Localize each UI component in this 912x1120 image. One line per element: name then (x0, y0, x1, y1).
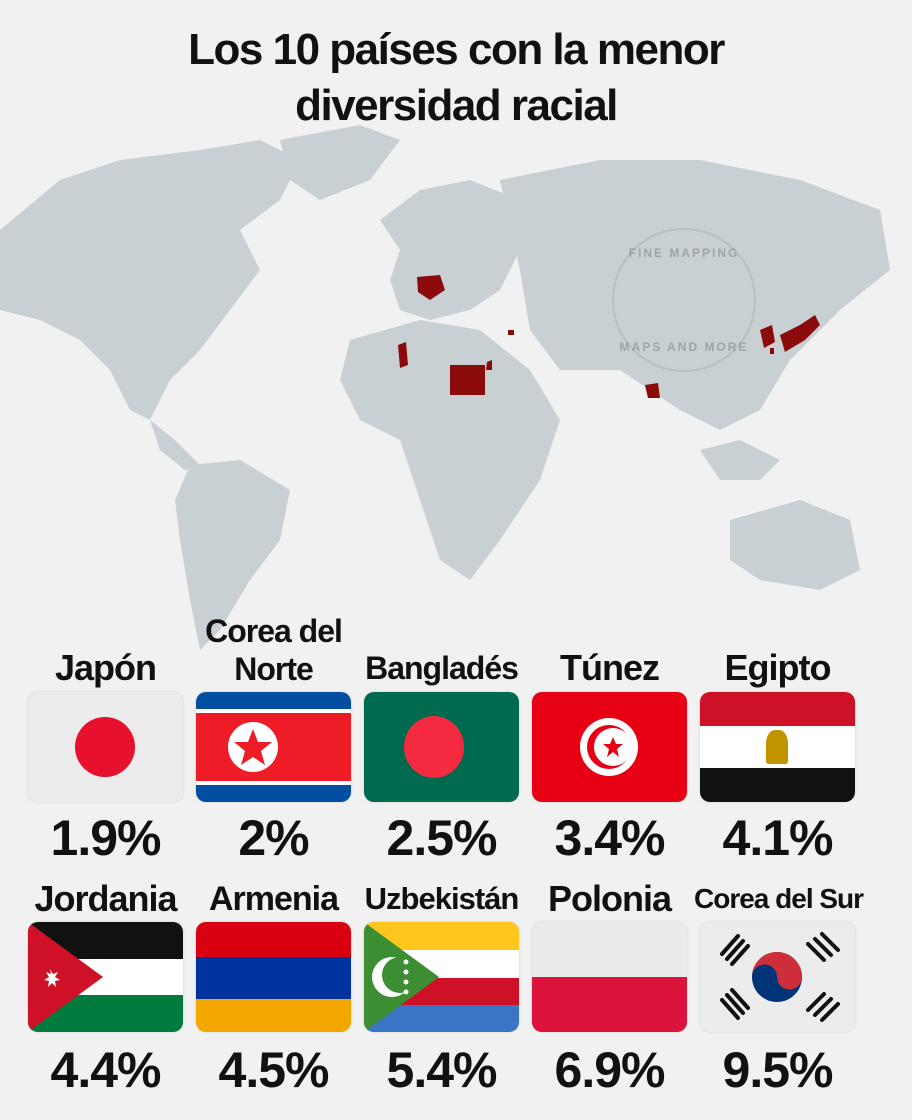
country-name: Bangladés (365, 650, 519, 686)
country-name: Uzbekistán (364, 881, 520, 916)
country-name: Jordania (34, 878, 177, 919)
bangladesh-flag-icon (364, 692, 519, 802)
percentage-value: 4.1% (722, 810, 834, 866)
tunisia-flag-icon (532, 692, 687, 802)
country-card-armenia: Armenia 4.5% (190, 878, 357, 1098)
country-card-uzbekistan: Uzbekistán 5.4% (358, 878, 525, 1098)
poland-flag-icon (532, 922, 687, 1032)
country-name: Corea del Sur (694, 883, 864, 914)
country-row-1: Japón 1.9% Corea del Norte 2% Bangladés … (22, 612, 892, 866)
country-card-jordan: Jordania 4.4% (22, 878, 189, 1098)
percentage-value: 3.4% (554, 810, 666, 866)
percentage-value: 9.5% (722, 1042, 834, 1098)
country-card-poland: Polonia 6.9% (526, 878, 693, 1098)
percentage-value: 5.4% (386, 1042, 498, 1098)
page-title: Los 10 países con la menor diversidad ra… (0, 22, 912, 134)
percentage-value: 2% (238, 810, 309, 866)
country-card-japan: Japón 1.9% (22, 612, 189, 866)
country-card-tunisia: Túnez 3.4% (526, 612, 693, 866)
country-row-2: Jordania 4.4% Armenia 4.5% Uzbekistán 5.… (22, 878, 892, 1098)
comoros-flag-icon (364, 922, 519, 1032)
fine-mapping-watermark: FINE MAPPING MAPS AND MORE (612, 228, 756, 372)
world-map (0, 125, 890, 650)
title-line-2: diversidad racial (295, 81, 618, 130)
percentage-value: 1.9% (50, 810, 162, 866)
country-name: Corea del Norte (205, 613, 343, 687)
jordan-flag-icon (28, 922, 183, 1032)
percentage-value: 4.5% (218, 1042, 330, 1098)
percentage-value: 6.9% (554, 1042, 666, 1098)
egypt-flag-icon (700, 692, 855, 802)
percentage-value: 2.5% (386, 810, 498, 866)
country-card-north-korea: Corea del Norte 2% (190, 612, 357, 866)
title-line-1: Los 10 países con la menor (188, 25, 725, 74)
country-card-bangladesh: Bangladés 2.5% (358, 612, 525, 866)
country-card-south-korea: Corea del Sur 9.5% (694, 878, 864, 1098)
country-name: Egipto (724, 647, 832, 688)
north-korea-flag-icon (196, 692, 351, 802)
country-name: Túnez (560, 647, 660, 688)
percentage-value: 4.4% (50, 1042, 162, 1098)
country-name: Japón (54, 647, 157, 688)
south-korea-flag-icon (700, 922, 855, 1032)
armenia-flag-icon (196, 922, 351, 1032)
country-name: Polonia (547, 878, 672, 919)
japan-flag-icon (28, 692, 183, 802)
country-card-egypt: Egipto 4.1% (694, 612, 861, 866)
country-name: Armenia (208, 880, 339, 918)
